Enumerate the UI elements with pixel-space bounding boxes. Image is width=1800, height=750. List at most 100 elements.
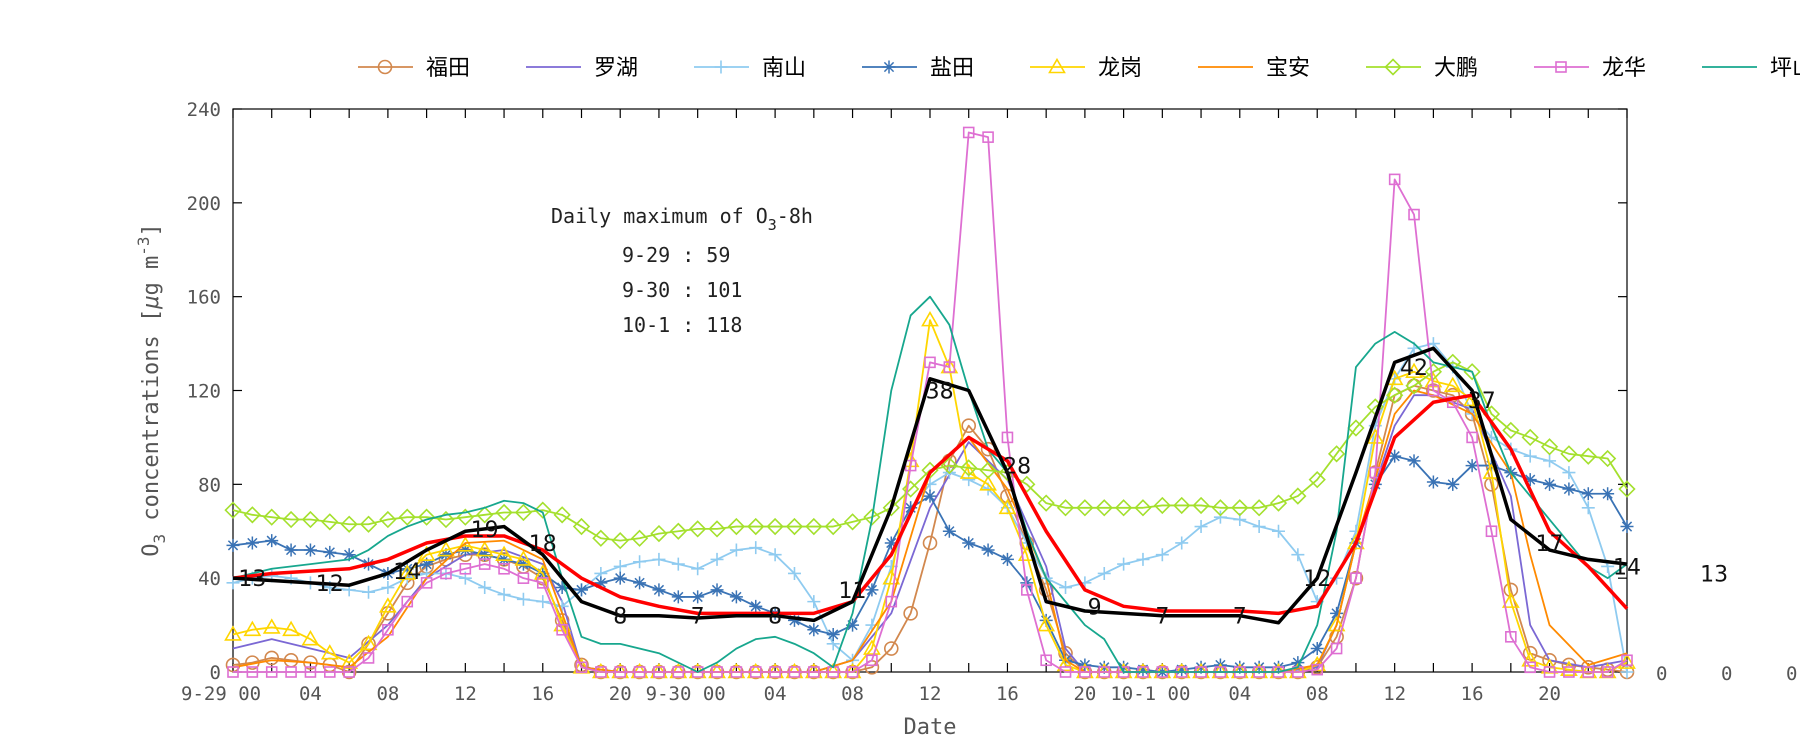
data-point: [320, 644, 339, 660]
data-point: [982, 131, 994, 143]
data-point: [921, 311, 939, 327]
y-axis-label: O3 concentrations [μg m-3]: [134, 223, 169, 557]
data-point: [826, 627, 840, 641]
data-point: [652, 552, 666, 566]
data-point: [708, 520, 726, 538]
overflow-label-1: 0: [1656, 663, 1667, 685]
series-line-longhua: [233, 131, 1628, 673]
data-point: [595, 666, 607, 678]
data-point: [1384, 58, 1402, 76]
x-tick-label: 12: [454, 683, 477, 705]
data-point: [343, 666, 355, 678]
max-line-label: 11: [839, 579, 867, 604]
data-point: [475, 540, 494, 557]
annotation-line-1: 9-29 : 59: [622, 243, 730, 267]
max-line-label: 19: [471, 518, 499, 543]
data-point: [691, 666, 704, 678]
data-point: [807, 623, 821, 637]
data-point: [1505, 631, 1517, 643]
data-point: [1289, 487, 1307, 505]
data-point: [224, 625, 242, 641]
data-point: [652, 583, 666, 597]
x-tick-label: 10-1 00: [1110, 683, 1190, 705]
data-point: [224, 501, 242, 519]
data-point: [1155, 548, 1169, 562]
data-point: [1426, 475, 1440, 489]
data-point: [650, 524, 668, 543]
max-line-label: 7: [1233, 605, 1247, 630]
legend-label: 坪山: [1770, 56, 1800, 81]
data-point: [1211, 499, 1230, 517]
max-line-label: 12: [1303, 567, 1331, 592]
data-point: [265, 534, 279, 548]
data-point: [1330, 606, 1344, 620]
data-point: [922, 535, 938, 551]
data-point: [285, 666, 297, 678]
data-point: [884, 536, 898, 550]
max-line-label: 28: [1003, 455, 1031, 480]
y-tick-label: 120: [187, 381, 221, 403]
data-point: [846, 666, 859, 678]
data-point: [614, 666, 627, 678]
data-point: [671, 557, 685, 571]
data-point: [1350, 572, 1362, 584]
data-point: [807, 595, 821, 609]
x-tick-label: 9-29 00: [181, 683, 261, 705]
data-point: [1523, 473, 1537, 487]
data-point: [1424, 363, 1443, 381]
x-tick-label: 04: [1228, 683, 1251, 705]
data-point: [940, 456, 958, 475]
data-point: [324, 666, 336, 678]
data-point: [575, 661, 588, 674]
data-point: [711, 666, 723, 678]
x-tick-label: 16: [996, 683, 1019, 705]
max-line-label: 7: [1155, 605, 1169, 630]
data-point: [1501, 592, 1520, 608]
data-point: [439, 548, 453, 562]
data-point: [303, 543, 317, 557]
data-point: [1582, 666, 1595, 678]
data-point: [1443, 376, 1462, 393]
data-point: [1521, 428, 1539, 447]
data-point: [377, 59, 393, 75]
data-point: [961, 418, 977, 433]
y-tick-label: 40: [198, 568, 221, 590]
data-point: [1076, 499, 1094, 517]
data-point: [633, 576, 647, 590]
data-point: [495, 545, 513, 562]
legend-item-dapeng: 大鹏: [1366, 56, 1478, 81]
max-line-label: 14: [393, 560, 421, 585]
data-point: [575, 583, 588, 597]
y-tick-label: 160: [187, 287, 221, 309]
data-point: [769, 666, 781, 678]
x-tick-label: 04: [299, 683, 322, 705]
data-point: [1388, 173, 1401, 186]
data-point: [342, 548, 356, 562]
data-point: [456, 536, 475, 552]
data-point: [1555, 61, 1567, 73]
data-point: [788, 666, 801, 678]
legend-label: 福田: [426, 56, 470, 81]
data-point: [555, 581, 569, 595]
data-point: [1407, 454, 1421, 468]
data-point: [262, 618, 281, 634]
data-point: [400, 562, 414, 576]
data-point: [1581, 487, 1595, 501]
legend-label: 宝安: [1266, 56, 1310, 81]
data-point: [516, 557, 530, 571]
data-point: [1153, 496, 1171, 515]
data-point: [727, 517, 746, 536]
legend-label: 龙岗: [1098, 56, 1142, 81]
data-point: [1543, 666, 1556, 678]
data-point: [282, 510, 300, 529]
data-point: [613, 571, 627, 585]
data-point: [1098, 666, 1111, 678]
data-point: [1136, 663, 1150, 677]
data-point: [536, 577, 549, 589]
legend-item-yantian: 盐田: [862, 56, 974, 81]
data-point: [787, 566, 801, 580]
data-point: [417, 508, 436, 526]
series-line-luohu: [232, 394, 1628, 673]
data-point: [691, 562, 705, 576]
data-point: [1136, 552, 1150, 566]
